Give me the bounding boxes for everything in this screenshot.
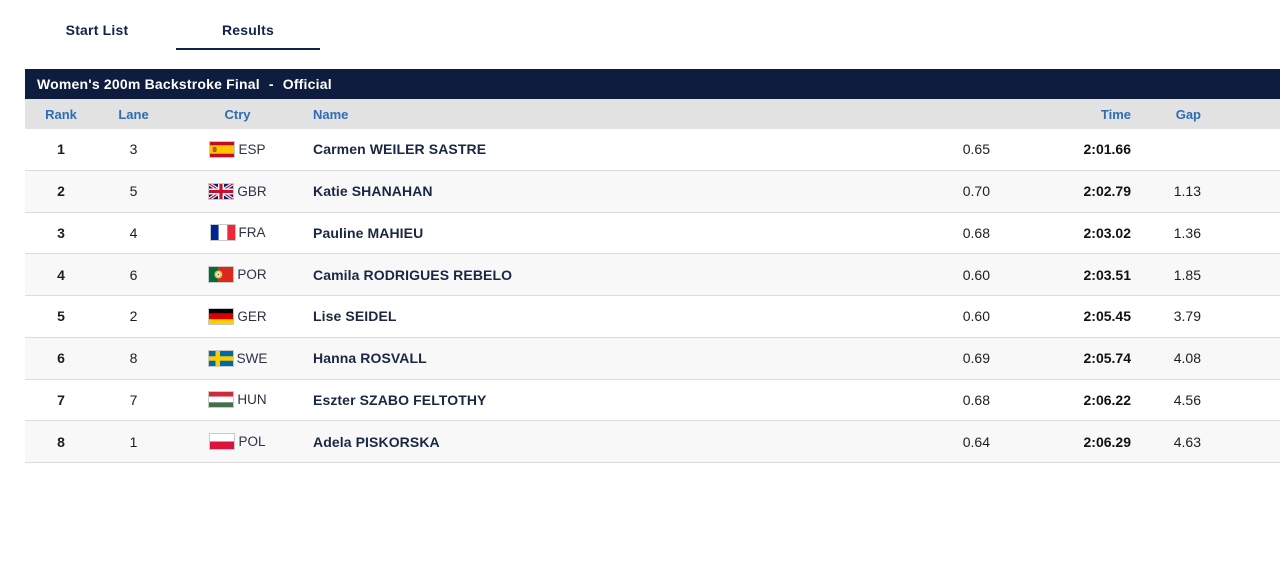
results-table: Rank Lane Ctry Name Time Gap 1 3 ESP Car…	[25, 99, 1280, 463]
rank-value: 5	[57, 308, 65, 325]
country-cell: GBR	[170, 182, 305, 200]
tab-results[interactable]: Results	[176, 18, 320, 50]
country-code: HUN	[237, 392, 267, 408]
athlete-name: Katie SHANAHAN	[313, 183, 433, 200]
country-flag-icon	[209, 224, 236, 242]
reaction-time: 0.60	[962, 308, 990, 325]
athlete-name: Lise SEIDEL	[313, 308, 397, 325]
lane-value: 6	[129, 266, 138, 283]
country-cell: FRA	[170, 224, 305, 242]
result-row: 4 6 POR Camila RODRIGUES REBELO 0.60 2:0…	[25, 254, 1280, 296]
header-ctry: Ctry	[224, 106, 251, 122]
result-row: 5 2 GER Lise SEIDEL 0.60 2:05.45 3.79	[25, 296, 1280, 338]
country-flag-icon	[209, 433, 236, 451]
country-flag-icon	[207, 349, 234, 367]
reaction-time: 0.65	[962, 141, 990, 158]
lane-value: 2	[129, 308, 138, 325]
result-row: 3 4 FRA Pauline MAHIEU 0.68 2:03.02 1.36	[25, 212, 1280, 255]
final-time: 2:05.45	[1083, 308, 1131, 325]
final-time: 2:03.02	[1083, 224, 1131, 241]
view-tabs: Start List Results	[25, 18, 1280, 50]
country-code: ESP	[238, 141, 266, 157]
athlete-name: Camila RODRIGUES REBELO	[313, 266, 513, 283]
athlete-name: Carmen WEILER SASTRE	[313, 141, 487, 158]
header-gap: Gap	[1175, 106, 1201, 122]
gap-value: 1.36	[1173, 224, 1201, 241]
gap-value: 3.79	[1173, 308, 1201, 325]
result-row: 8 1 POL Adela PISKORSKA 0.64 2:06.29 4.6…	[25, 421, 1280, 463]
header-time: Time	[1100, 106, 1131, 122]
gap-value: 1.85	[1173, 266, 1201, 283]
lane-value: 4	[129, 224, 138, 241]
result-row: 2 5 GBR Katie SHANAHAN 0.70 2:02.79 1.13	[25, 170, 1280, 213]
country-code: POL	[238, 434, 266, 450]
gap-value: 4.08	[1173, 350, 1201, 367]
header-name: Name	[313, 106, 349, 122]
lane-value: 8	[129, 350, 138, 367]
rank-value: 8	[57, 433, 65, 450]
final-time: 2:05.74	[1083, 350, 1131, 367]
final-time: 2:06.22	[1083, 391, 1131, 408]
rank-value: 7	[57, 391, 65, 408]
gap-value: 1.13	[1173, 183, 1201, 200]
gap-value: 4.56	[1173, 391, 1201, 408]
country-cell: SWE	[170, 349, 305, 367]
final-time: 2:06.29	[1083, 433, 1131, 450]
tab-start-list[interactable]: Start List	[65, 22, 129, 38]
country-cell: ESP	[170, 140, 305, 158]
table-body: 1 3 ESP Carmen WEILER SASTRE 0.65 2:01.6…	[25, 129, 1280, 463]
lane-value: 5	[129, 183, 138, 200]
country-cell: POR	[170, 266, 305, 284]
country-cell: GER	[170, 307, 305, 325]
country-flag-icon	[208, 182, 235, 200]
final-time: 2:03.51	[1083, 266, 1131, 283]
country-flag-icon	[208, 307, 235, 325]
table-header-row: Rank Lane Ctry Name Time Gap	[25, 99, 1280, 129]
athlete-name: Eszter SZABO FELTOTHY	[313, 391, 487, 408]
country-flag-icon	[208, 266, 235, 284]
country-flag-icon	[208, 391, 235, 409]
country-code: GBR	[237, 183, 267, 199]
country-code: SWE	[236, 350, 268, 366]
rank-value: 4	[57, 266, 65, 283]
header-lane: Lane	[118, 106, 149, 122]
rank-value: 6	[57, 350, 65, 367]
event-title: Women's 200m Backstroke Final	[37, 76, 260, 92]
reaction-time: 0.64	[962, 433, 990, 450]
final-time: 2:02.79	[1083, 183, 1131, 200]
event-title-bar: Women's 200m Backstroke Final - Official	[25, 69, 1280, 99]
country-cell: POL	[170, 433, 305, 451]
final-time: 2:01.66	[1083, 141, 1131, 158]
reaction-time: 0.70	[962, 183, 990, 200]
lane-value: 3	[129, 141, 138, 158]
header-rank: Rank	[45, 106, 77, 122]
country-cell: HUN	[170, 391, 305, 409]
athlete-name: Adela PISKORSKA	[313, 433, 440, 450]
result-row: 1 3 ESP Carmen WEILER SASTRE 0.65 2:01.6…	[25, 129, 1280, 171]
athlete-name: Hanna ROSVALL	[313, 350, 427, 367]
country-code: FRA	[238, 225, 266, 241]
reaction-time: 0.68	[962, 224, 990, 241]
country-code: GER	[237, 308, 267, 324]
country-code: POR	[237, 267, 267, 283]
result-status: Official	[282, 76, 332, 92]
result-row: 6 8 SWE Hanna ROSVALL 0.69 2:05.74 4.08	[25, 337, 1280, 380]
rank-value: 1	[57, 141, 65, 158]
athlete-name: Pauline MAHIEU	[313, 224, 424, 241]
reaction-time: 0.68	[962, 391, 990, 408]
reaction-time: 0.69	[962, 350, 990, 367]
result-row: 7 7 HUN Eszter SZABO FELTOTHY 0.68 2:06.…	[25, 379, 1280, 422]
title-separator: -	[268, 76, 274, 92]
country-flag-icon	[209, 140, 236, 158]
gap-value: 4.63	[1173, 433, 1201, 450]
reaction-time: 0.60	[962, 266, 990, 283]
lane-value: 1	[129, 433, 138, 450]
rank-value: 3	[57, 224, 65, 241]
rank-value: 2	[57, 183, 65, 200]
lane-value: 7	[129, 391, 138, 408]
